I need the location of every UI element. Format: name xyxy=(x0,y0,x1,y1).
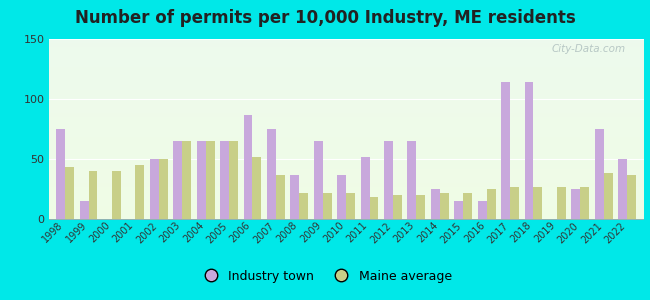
Bar xyxy=(557,187,566,219)
Bar xyxy=(595,129,604,219)
Bar xyxy=(276,175,285,219)
Bar xyxy=(580,187,589,219)
Bar xyxy=(627,175,636,219)
Bar xyxy=(454,201,463,219)
Bar xyxy=(205,141,214,219)
Bar xyxy=(510,187,519,219)
Bar xyxy=(408,141,417,219)
Bar xyxy=(618,159,627,219)
Bar xyxy=(229,141,238,219)
Bar xyxy=(57,129,65,219)
Bar xyxy=(220,141,229,219)
Bar xyxy=(174,141,182,219)
Bar xyxy=(182,141,191,219)
Bar xyxy=(159,159,168,219)
Bar xyxy=(417,195,425,219)
Bar xyxy=(525,82,534,219)
Bar xyxy=(244,115,252,219)
Bar xyxy=(197,141,205,219)
Bar xyxy=(267,129,276,219)
Bar xyxy=(346,193,355,219)
Bar xyxy=(314,141,322,219)
Bar xyxy=(431,189,440,219)
Text: Number of permits per 10,000 Industry, ME residents: Number of permits per 10,000 Industry, M… xyxy=(75,9,575,27)
Bar xyxy=(370,197,378,219)
Bar xyxy=(440,193,448,219)
Bar xyxy=(337,175,346,219)
Bar xyxy=(65,167,74,219)
Bar xyxy=(112,171,121,219)
Bar xyxy=(361,157,370,219)
Bar xyxy=(393,195,402,219)
Bar xyxy=(604,173,612,219)
Text: City-Data.com: City-Data.com xyxy=(552,44,626,54)
Bar xyxy=(135,165,144,219)
Bar xyxy=(291,175,299,219)
Bar xyxy=(534,187,542,219)
Bar xyxy=(478,201,487,219)
Bar xyxy=(487,189,495,219)
Bar xyxy=(150,159,159,219)
Bar xyxy=(80,201,88,219)
Bar xyxy=(252,157,261,219)
Bar xyxy=(384,141,393,219)
Legend: Industry town, Maine average: Industry town, Maine average xyxy=(193,265,457,288)
Bar xyxy=(571,189,580,219)
Bar xyxy=(88,171,98,219)
Bar xyxy=(501,82,510,219)
Bar xyxy=(322,193,332,219)
Bar xyxy=(299,193,308,219)
Bar xyxy=(463,193,472,219)
